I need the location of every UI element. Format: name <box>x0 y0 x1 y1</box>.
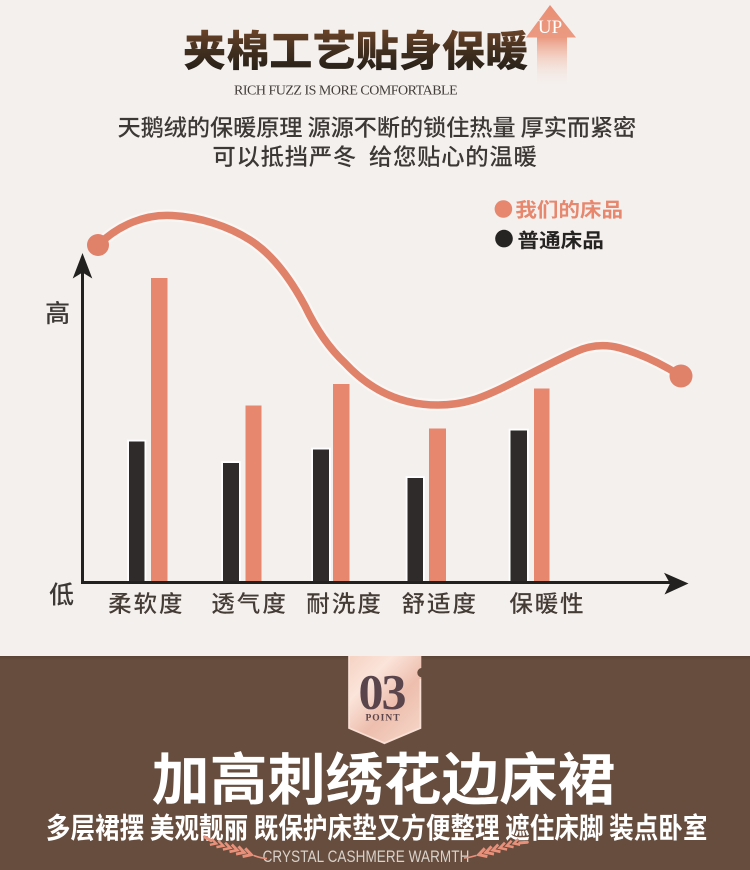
svg-text:RICH FUZZ IS MORE COMFORTABLE: RICH FUZZ IS MORE COMFORTABLE <box>234 84 457 99</box>
svg-text:03: 03 <box>359 664 406 720</box>
svg-text:POINT: POINT <box>365 714 400 724</box>
svg-text:UP: UP <box>538 17 562 38</box>
svg-text:CRYSTAL CASHMERE WARMTH: CRYSTAL CASHMERE WARMTH <box>263 848 470 867</box>
